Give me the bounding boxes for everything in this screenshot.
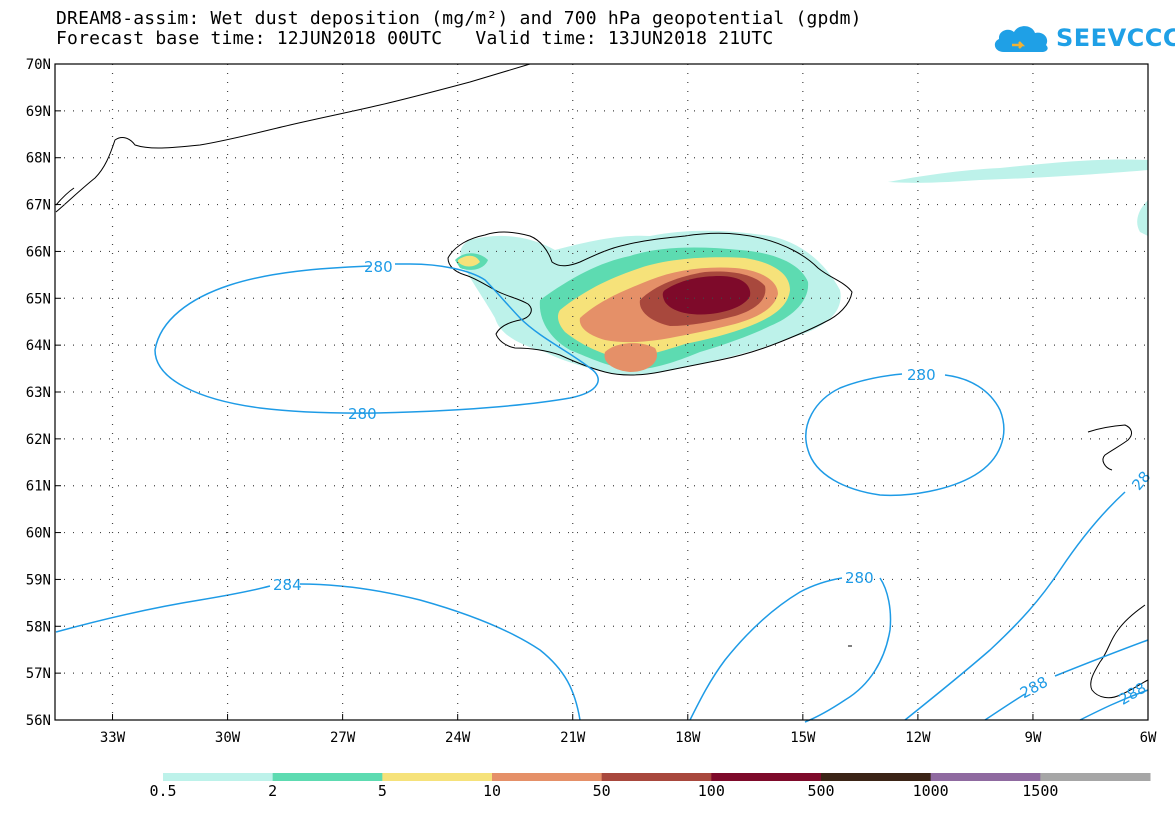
lat-label: 66N — [26, 244, 51, 260]
map-ticks — [55, 63, 1149, 721]
legend-label: 0.5 — [149, 782, 177, 800]
contour-label: 280 — [364, 258, 393, 276]
lat-label: 63N — [26, 385, 51, 401]
lat-label: 62N — [26, 432, 51, 448]
legend-swatch — [163, 773, 274, 781]
lon-label: 27W — [330, 730, 356, 746]
contour-label: 280 — [845, 569, 874, 587]
legend-label: 5 — [377, 782, 387, 800]
lat-label: 57N — [26, 666, 51, 682]
contour-label: 280 — [907, 366, 936, 384]
color-legend — [163, 773, 1151, 781]
lat-label: 64N — [26, 338, 51, 354]
contour-label: 288 — [1116, 679, 1150, 709]
lat-label: 67N — [26, 198, 51, 214]
lat-label: 61N — [26, 479, 51, 495]
lat-label: 69N — [26, 104, 51, 120]
coastlines — [55, 63, 1149, 699]
lat-label: 60N — [26, 526, 51, 542]
lon-label: 24W — [445, 730, 471, 746]
legend-label: 1000 — [912, 782, 949, 800]
legend-label: 500 — [807, 782, 835, 800]
lon-label: 21W — [560, 730, 586, 746]
lon-label: 33W — [100, 730, 126, 746]
logo-text: SEEVCCC — [1056, 24, 1175, 52]
lon-label: 6W — [1140, 730, 1157, 746]
contour-label: 284 — [273, 576, 302, 594]
contour-label: 28 — [1128, 468, 1154, 494]
lon-label: 12W — [905, 730, 931, 746]
lon-label: 30W — [215, 730, 241, 746]
lat-label: 68N — [26, 151, 51, 167]
legend-label: 2 — [268, 782, 278, 800]
legend-swatch — [382, 773, 493, 781]
lon-label: 15W — [790, 730, 816, 746]
lat-label: 59N — [26, 572, 51, 588]
legend-swatch — [821, 773, 932, 781]
legend-label: 100 — [697, 782, 725, 800]
legend-swatch — [601, 773, 712, 781]
lat-label: 58N — [26, 619, 51, 635]
contour-label: 280 — [348, 405, 377, 423]
contour-label: 288 — [1017, 673, 1051, 702]
seevccc-logo: SEEVCCC — [990, 18, 1175, 58]
legend-swatch — [711, 773, 822, 781]
legend-swatch — [272, 773, 383, 781]
lat-label: 65N — [26, 291, 51, 307]
longitude-labels: 33W 30W 27W 24W 21W 18W 15W 12W 9W 6W — [100, 730, 1157, 746]
lat-label: 56N — [26, 713, 51, 729]
map-subtitle: Forecast base time: 12JUN2018 00UTC Vali… — [56, 28, 774, 49]
map-title: DREAM8-assim: Wet dust deposition (mg/m²… — [56, 8, 862, 29]
lat-label: 70N — [26, 57, 51, 73]
dust-deposition-field — [455, 159, 1148, 375]
cloud-icon — [994, 26, 1048, 52]
lon-label: 18W — [675, 730, 701, 746]
legend-swatch — [930, 773, 1041, 781]
legend-label: 10 — [482, 782, 502, 800]
map-frame — [54, 63, 1149, 721]
map-grid — [55, 64, 1148, 720]
lon-label: 9W — [1025, 730, 1042, 746]
legend-label: 50 — [592, 782, 611, 800]
geopotential-contours — [55, 263, 1149, 723]
legend-label: 1500 — [1022, 782, 1059, 800]
legend-swatch — [492, 773, 603, 781]
legend-swatch — [1040, 773, 1151, 781]
latitude-labels: 70N 69N 68N 67N 66N 65N 64N 63N 62N 61N 60N 59N 58N 5… — [26, 57, 51, 729]
